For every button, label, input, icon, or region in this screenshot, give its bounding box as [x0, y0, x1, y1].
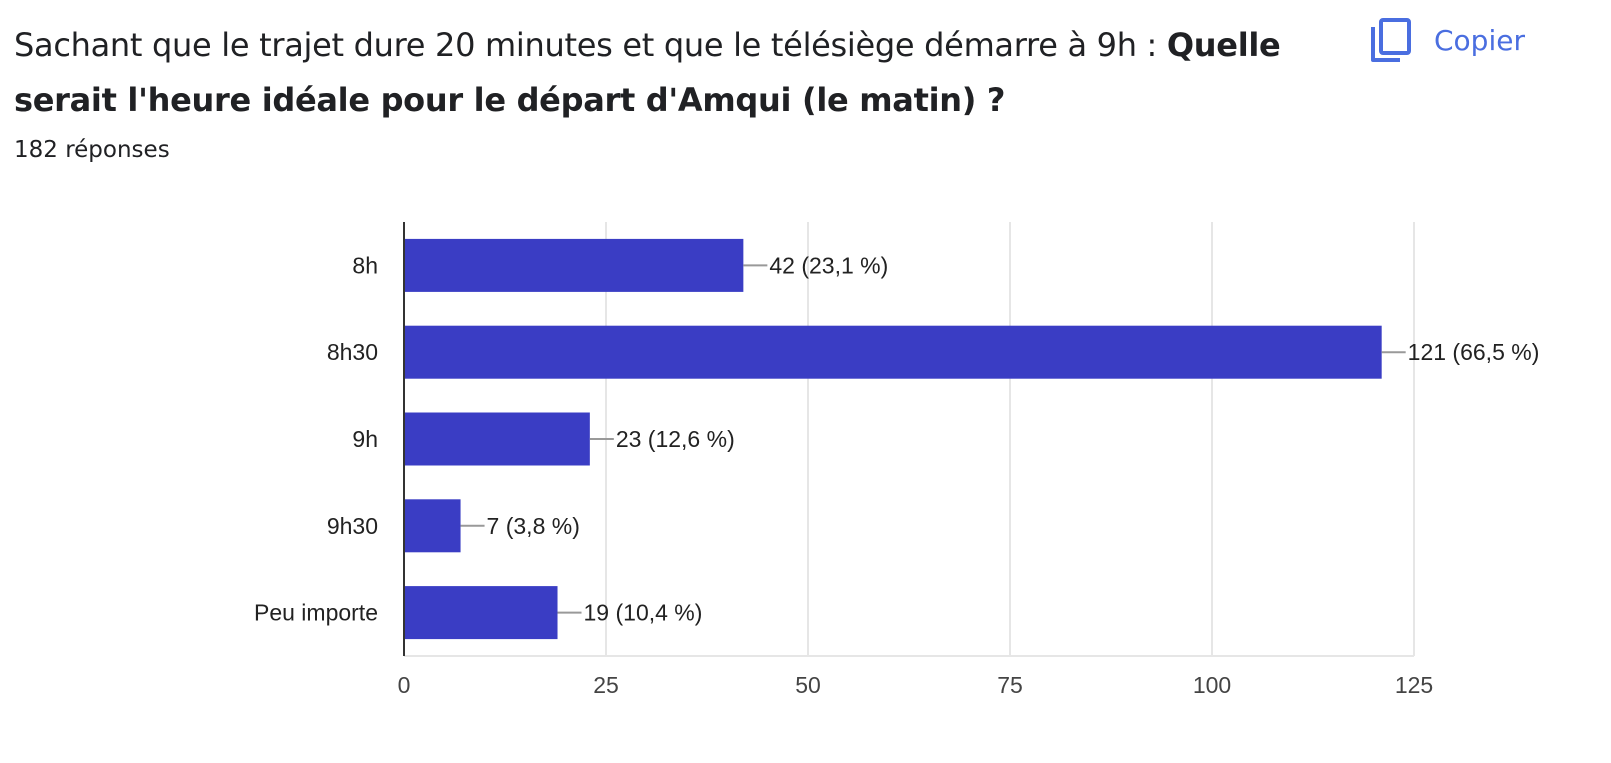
response-count: 182 réponses	[14, 137, 170, 163]
question-title: Sachant que le trajet dure 20 minutes et…	[14, 18, 1344, 128]
x-tick-label: 0	[398, 672, 411, 698]
category-label: 8h30	[327, 339, 378, 365]
data-label: 42 (23,1 %)	[769, 252, 888, 278]
x-tick-label: 100	[1193, 672, 1231, 698]
category-label: 9h30	[327, 513, 378, 539]
bar	[404, 499, 461, 553]
x-tick-label: 75	[997, 672, 1023, 698]
data-label: 23 (12,6 %)	[616, 426, 735, 452]
bar	[404, 238, 744, 292]
category-label: 9h	[352, 426, 378, 452]
copy-label: Copier	[1434, 23, 1525, 57]
data-label: 19 (10,4 %)	[584, 600, 703, 626]
question-bold-text: Quelle serait l'heure idéale pour le dép…	[14, 26, 1281, 119]
x-tick-label: 50	[795, 672, 821, 698]
data-label: 7 (3,8 %)	[487, 513, 580, 539]
x-tick-label: 25	[593, 672, 619, 698]
category-label: Peu importe	[254, 600, 378, 626]
copy-button[interactable]: Copier	[1370, 10, 1550, 70]
data-label: 121 (66,5 %)	[1408, 339, 1540, 365]
bar	[404, 586, 558, 640]
x-tick-label: 125	[1395, 672, 1433, 698]
category-label: 8h	[352, 252, 378, 278]
bar	[404, 412, 590, 466]
bar	[404, 325, 1382, 379]
copy-icon	[1371, 18, 1411, 62]
question-text: Sachant que le trajet dure 20 minutes et…	[14, 26, 1167, 64]
